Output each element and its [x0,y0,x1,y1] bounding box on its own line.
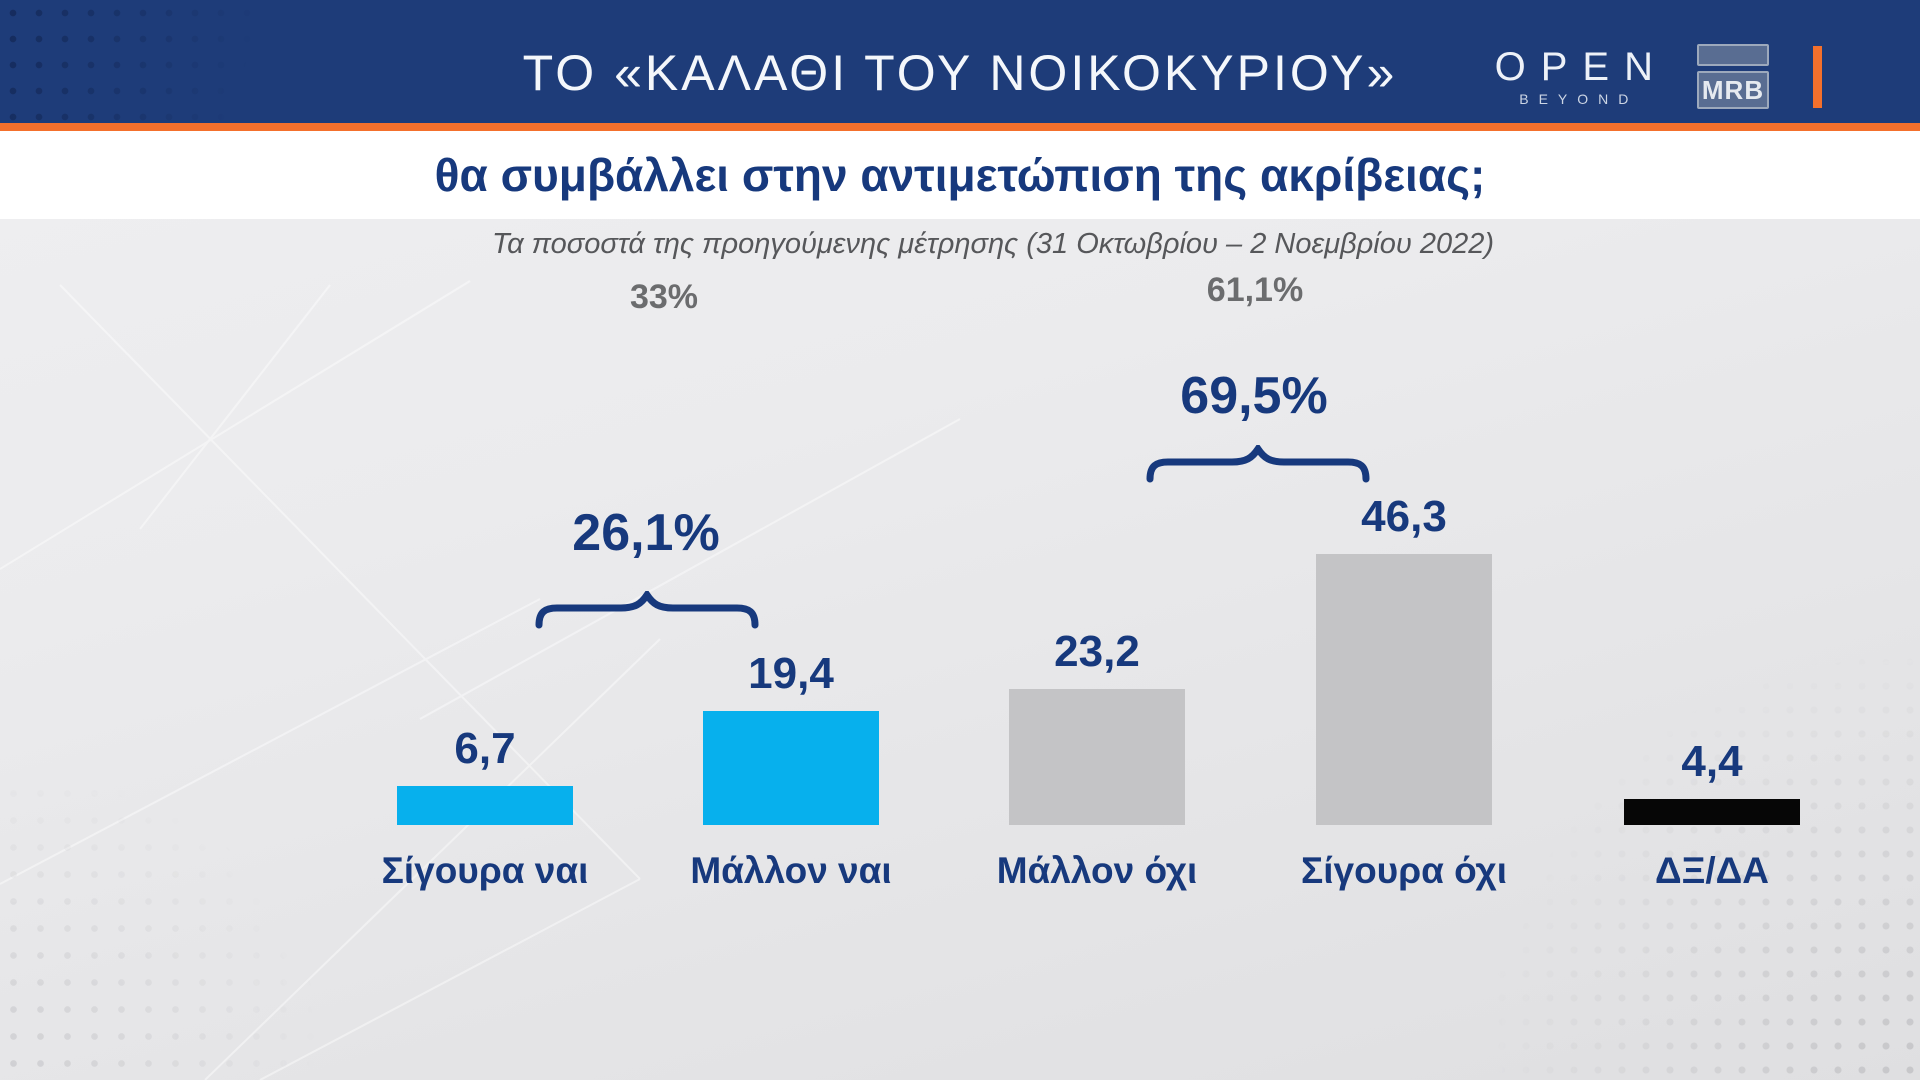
question-text: θα συμβάλλει στην αντιμετώπιση της ακρίβ… [434,149,1486,201]
no-group-total: 69,5% [1180,367,1328,425]
open-tagline: BEYOND [1519,90,1639,107]
mrb-logo-text: MRB [1697,71,1769,109]
category-label-4: Σίγουρα όχι [1301,850,1507,891]
previous-wave-note: Τα ποσοστά της προηγούμενης μέτρησης (31… [491,228,1495,260]
bar-value-3: 23,2 [1054,627,1140,676]
mrb-logo-top-box [1697,44,1769,66]
yes-group-brace [535,591,759,629]
category-label-1: Σίγουρα ναι [381,850,589,891]
bar-5 [1624,799,1800,825]
halftone-dots-bottom-right [1490,650,1920,1080]
logo-group: OPEN BEYOND MRB [1495,44,1822,109]
bar-value-1: 6,7 [454,724,516,773]
yes-group-total: 26,1% [572,504,720,562]
open-tv-logo: OPEN BEYOND [1495,47,1653,107]
bar-value-5: 4,4 [1681,737,1743,786]
question-band: θα συμβάλλει στην αντιμετώπιση της ακρίβ… [0,131,1920,219]
orange-divider [0,123,1920,131]
previous-yes-total: 33% [629,278,699,316]
no-group-brace [1146,445,1370,483]
bar-value-4: 46,3 [1361,492,1447,541]
header-band: ΤΟ «ΚΑΛΑΘΙ ΤΟΥ ΝΟΙΚΟΚΥΡΙΟΥ» OPEN BEYOND … [0,0,1920,123]
halftone-dots-bottom-left [0,780,360,1080]
bar-value-2: 19,4 [748,649,834,698]
orange-accent-bar [1813,45,1822,108]
header-dot-pattern [0,0,320,123]
mrb-logo: MRB [1697,44,1769,109]
page-title: ΤΟ «ΚΑΛΑΘΙ ΤΟΥ ΝΟΙΚΟΚΥΡΙΟΥ» [522,44,1398,101]
category-label-3: Μάλλον όχι [996,850,1198,891]
category-label-2: Μάλλον ναι [690,850,892,891]
bar-1 [397,786,573,825]
bar-4 [1316,554,1492,825]
bar-2 [703,711,879,825]
previous-no-total: 61,1% [1206,271,1304,309]
open-wordmark: OPEN [1494,44,1668,89]
bar-3 [1009,689,1185,825]
category-label-5: ΔΞ/ΔΑ [1655,850,1769,891]
